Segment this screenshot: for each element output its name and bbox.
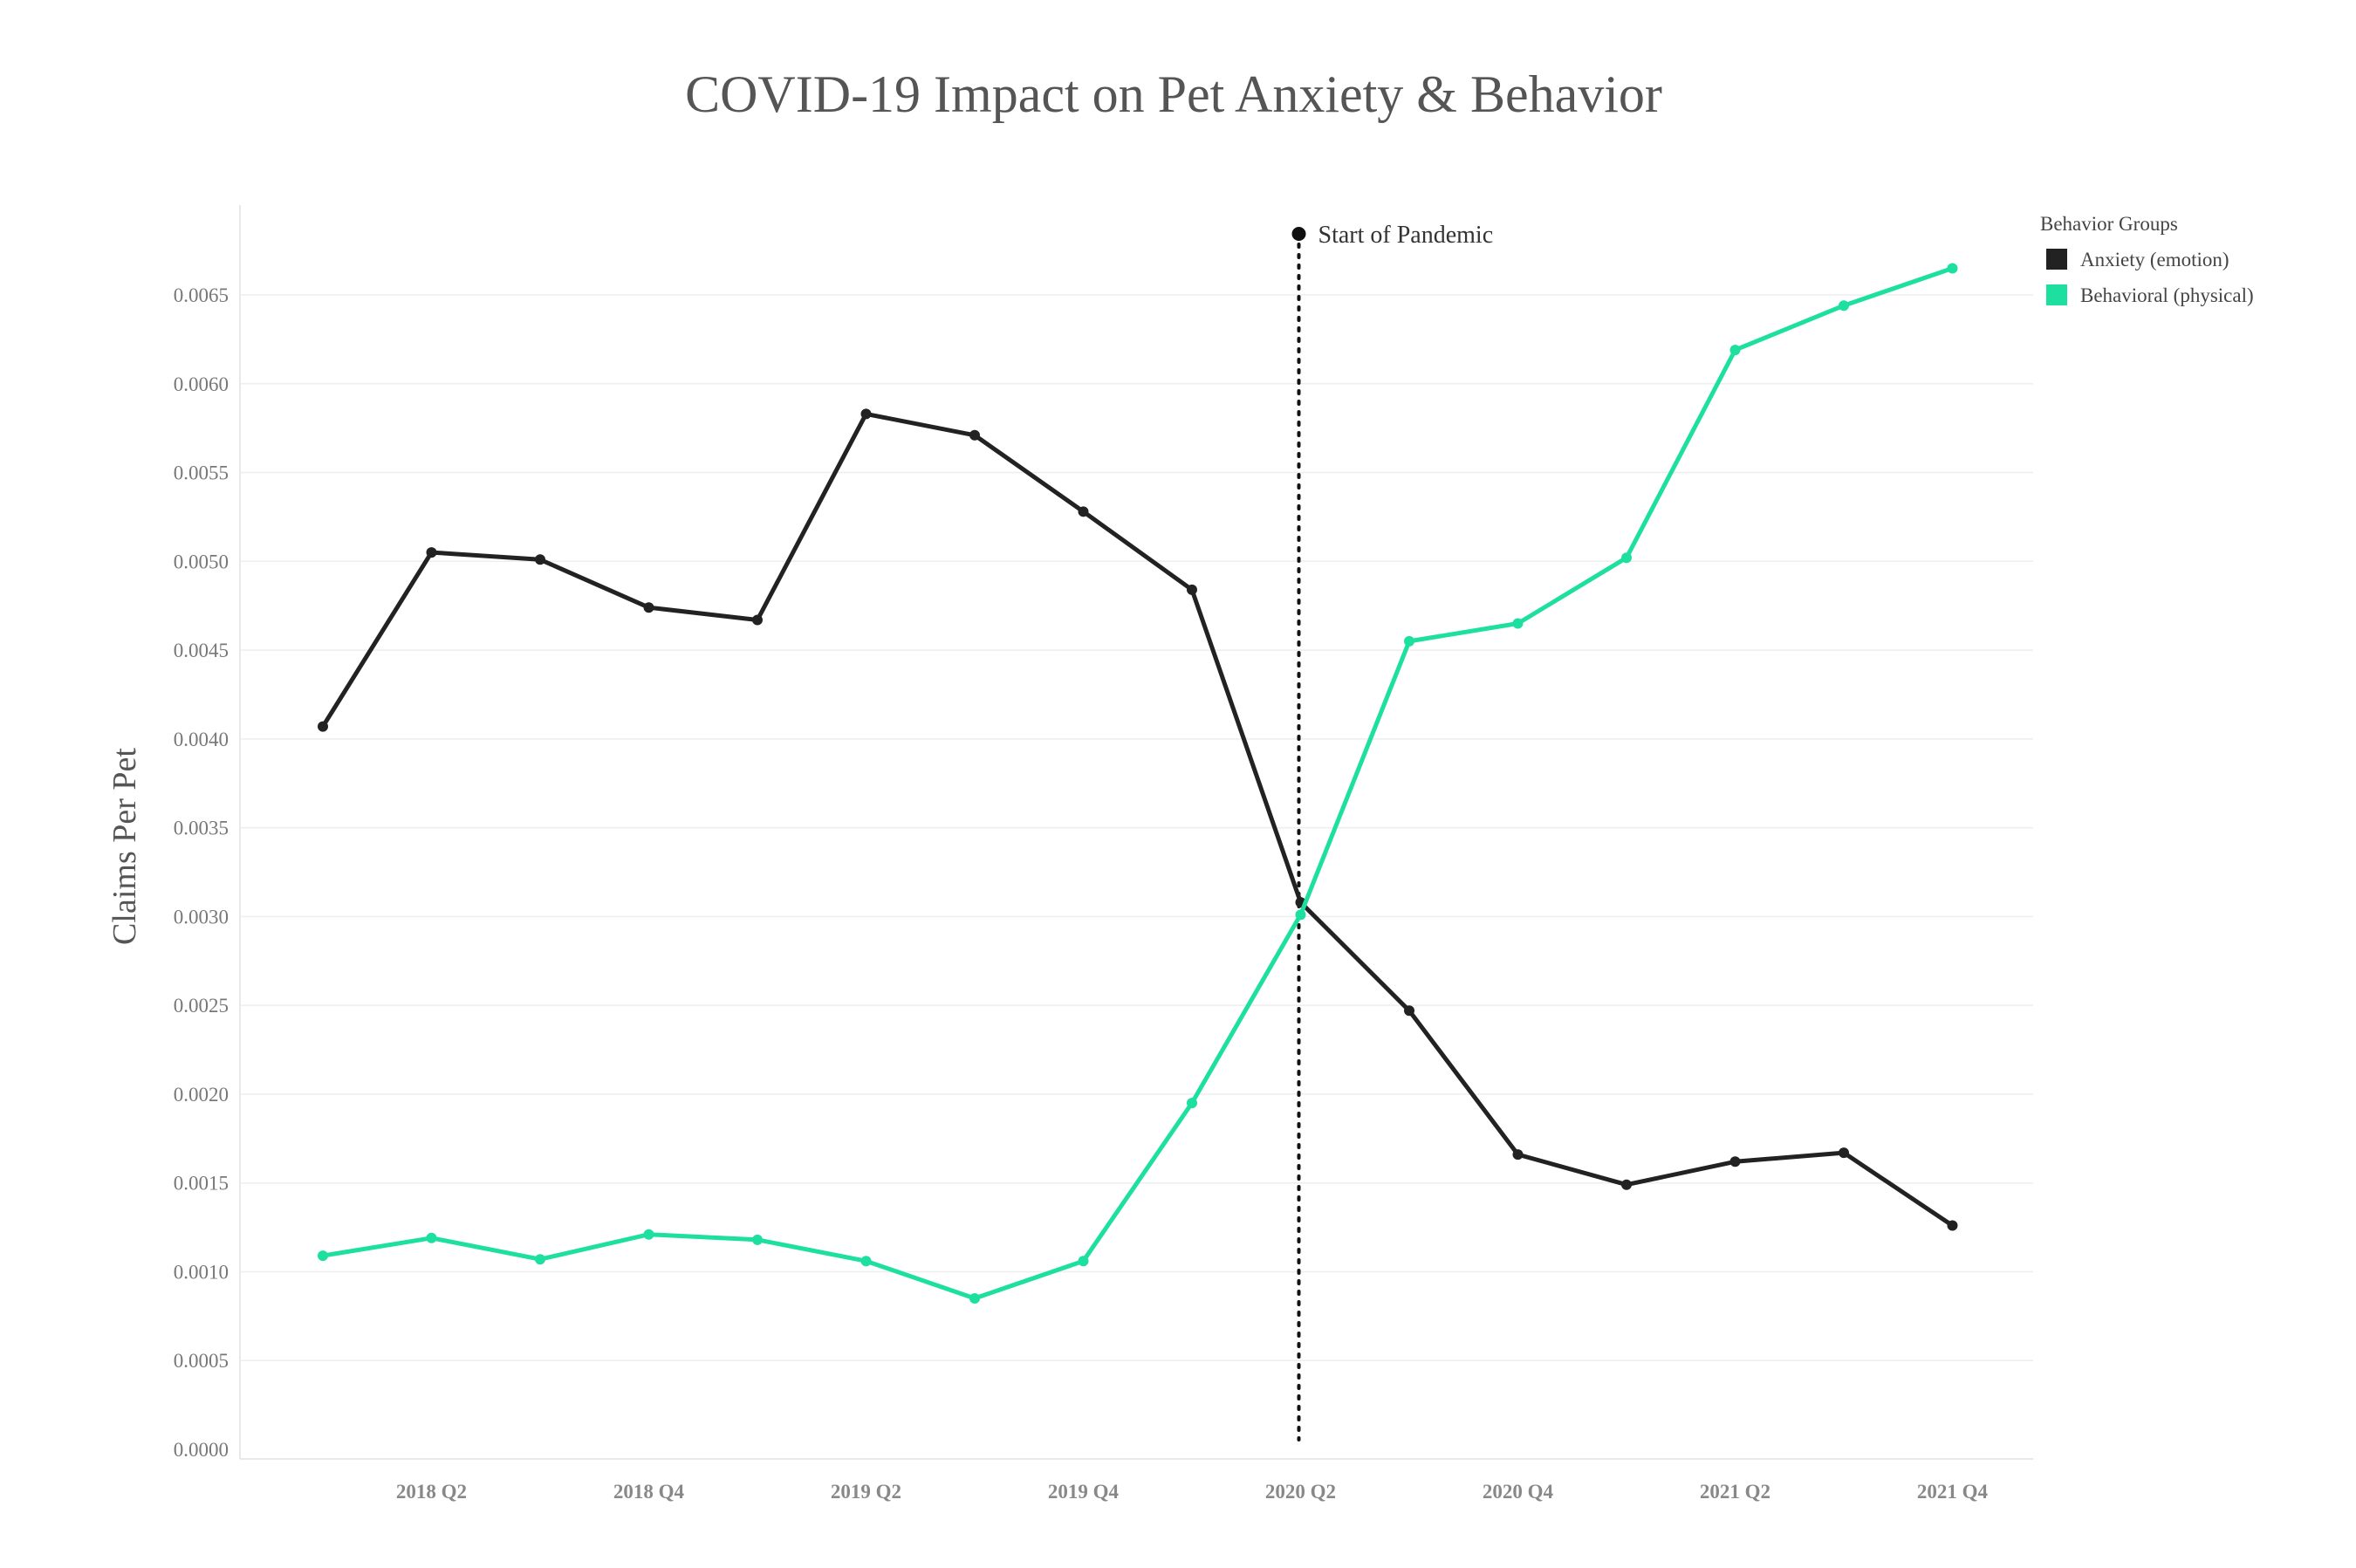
y-tick-label: 0.0000 (174, 1439, 229, 1461)
legend-title: Behavior Groups (2040, 213, 2178, 235)
data-point (643, 1229, 654, 1240)
data-point (860, 1256, 872, 1267)
data-point (1078, 506, 1089, 517)
x-axis-ticks: 2018 Q2 2018 Q4 2019 Q2 2019 Q4 2020 Q2 2020 … (396, 1481, 1989, 1503)
x-tick-label: 2020 Q4 (1483, 1481, 1554, 1503)
data-point (1621, 1179, 1632, 1190)
y-tick-label: 0.0060 (174, 373, 229, 395)
y-tick-label: 0.0010 (174, 1261, 229, 1283)
gridlines (239, 205, 2033, 1460)
legend-swatch-anxiety (2046, 249, 2067, 270)
series-lines (318, 263, 1958, 1304)
x-tick-label: 2019 Q2 (831, 1481, 901, 1503)
data-point (969, 429, 980, 441)
data-point (643, 602, 654, 613)
data-point (752, 614, 763, 626)
pandemic-annotation-label: Start of Pandemic (1318, 222, 1494, 249)
y-tick-label: 0.0030 (174, 906, 229, 928)
data-point (1187, 1098, 1197, 1109)
data-point (535, 1254, 545, 1265)
series-anxiety (318, 408, 1958, 1231)
y-tick-label: 0.0050 (174, 551, 229, 572)
x-tick-label: 2018 Q4 (613, 1481, 685, 1503)
y-tick-label: 0.0040 (174, 729, 229, 750)
y-axis-ticks: 0.0000 0.0005 0.0010 0.0015 0.0020 0.0025 0.00… (174, 284, 229, 1461)
data-point (1947, 263, 1958, 274)
y-tick-label: 0.0045 (174, 640, 229, 661)
series-line (320, 411, 1955, 1228)
y-tick-label: 0.0055 (174, 462, 229, 484)
y-tick-label: 0.0015 (174, 1173, 229, 1195)
y-axis-title: Claims Per Pet (106, 748, 143, 945)
data-point (1729, 1156, 1741, 1167)
y-tick-label: 0.0025 (174, 995, 229, 1017)
data-point (752, 1234, 763, 1245)
series-line (320, 266, 1955, 1301)
data-point (1187, 584, 1197, 595)
data-point (1295, 909, 1306, 921)
legend: Behavior Groups Anxiety (emotion) Behavi… (2040, 213, 2254, 306)
pandemic-marker-dot (1291, 227, 1306, 241)
data-point (860, 408, 872, 420)
data-point (1839, 1147, 1849, 1159)
y-tick-label: 0.0005 (174, 1350, 229, 1372)
data-point (1947, 1220, 1958, 1231)
data-point (1729, 345, 1741, 356)
chart-title: COVID-19 Impact on Pet Anxiety & Behavio… (685, 65, 1662, 123)
x-tick-label: 2020 Q2 (1265, 1481, 1336, 1503)
series-behavioral (318, 263, 1958, 1304)
data-point (318, 721, 328, 732)
data-point (1839, 300, 1849, 312)
data-point (535, 554, 545, 565)
y-tick-label: 0.0020 (174, 1084, 229, 1106)
x-tick-label: 2021 Q4 (1917, 1481, 1989, 1503)
data-point (969, 1292, 980, 1304)
data-point (1621, 552, 1632, 564)
data-point (1512, 618, 1524, 629)
y-tick-label: 0.0065 (174, 284, 229, 306)
data-point (426, 1232, 437, 1243)
annotations: Start of Pandemic (1291, 222, 1494, 1441)
legend-label-anxiety: Anxiety (emotion) (2080, 249, 2229, 270)
data-point (1404, 635, 1414, 647)
y-tick-label: 0.0035 (174, 818, 229, 839)
data-point (426, 547, 437, 558)
data-point (1512, 1149, 1524, 1161)
x-tick-label: 2021 Q2 (1700, 1481, 1770, 1503)
x-tick-label: 2019 Q4 (1048, 1481, 1120, 1503)
data-point (1404, 1005, 1414, 1017)
data-point (1078, 1256, 1089, 1267)
legend-swatch-behavioral (2046, 284, 2067, 305)
x-tick-label: 2018 Q2 (396, 1481, 467, 1503)
legend-label-behavioral: Behavioral (physical) (2080, 284, 2254, 306)
data-point (318, 1250, 328, 1262)
